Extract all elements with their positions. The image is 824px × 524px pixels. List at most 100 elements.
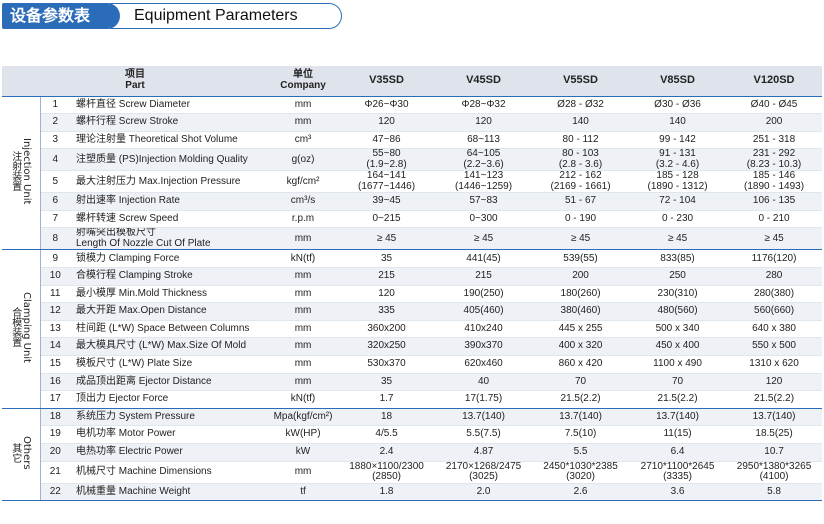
value-cell: 441(45) [435, 249, 533, 269]
value-line: (1890 - 1493) [744, 180, 805, 192]
value-cell: 11(15) [629, 425, 727, 444]
value-cell: 35 [338, 373, 436, 392]
row-unit: mm [268, 267, 339, 286]
value-line: 70 [574, 375, 587, 387]
value-cell: ≥ 45 [629, 227, 727, 251]
value-line: 55~80 [372, 148, 401, 160]
value-line: 13.7(140) [752, 410, 796, 422]
row-unit: mm [268, 227, 339, 251]
value-line: 0 - 190 [564, 212, 597, 224]
row-unit: mm [268, 461, 339, 484]
row-item: 电机功率 Motor Power [70, 425, 269, 444]
row-unit: cm³ [268, 131, 339, 150]
row-number: 13 [40, 320, 70, 339]
value-cell: 380(460) [532, 302, 630, 321]
value-cell: 6.4 [629, 443, 727, 462]
group-label: Others 其它 [10, 436, 32, 470]
row-number: 17 [40, 390, 70, 409]
row-number: 8 [40, 227, 70, 251]
value-line: 106 - 135 [752, 195, 796, 207]
value-line: (3.2 - 4.6) [655, 158, 700, 170]
value-cell: 70 [532, 373, 630, 392]
value-line: 7.5(10) [564, 428, 597, 440]
value-line: Φ26~Φ30 [364, 98, 409, 110]
value-cell: 1880×1100/2300 (2850) [338, 461, 436, 484]
value-line: 17(1.75) [464, 393, 503, 405]
value-line: 120 [475, 116, 492, 128]
value-cell: 530x370 [338, 355, 436, 374]
value-line: (2.8 - 3.6) [558, 158, 603, 170]
value-cell: 2170×1268/2475 (3025) [435, 461, 533, 484]
value-cell: Φ28~Φ32 [435, 96, 533, 115]
value-line: ≥ 45 [667, 232, 688, 244]
value-cell: 21.5(2.2) [532, 390, 630, 409]
value-line: 1310 x 620 [749, 358, 799, 370]
value-cell: 2950*1380*3265 (4100) [726, 461, 823, 484]
row-number: 19 [40, 425, 70, 444]
value-cell: 5.5(7.5) [435, 425, 533, 444]
header-item: 项目 Part [2, 66, 269, 97]
value-line: 2.0 [476, 485, 491, 497]
table-row: 21 机械尺寸 Machine Dimensions mm 1880×1100/230… [2, 461, 823, 484]
value-cell: 64~105 (2.2~3.6) [435, 148, 533, 172]
value-cell: ≥ 45 [435, 227, 533, 251]
value-cell: 80 - 112 [532, 131, 630, 150]
value-line: 70 [671, 375, 684, 387]
table-row: 8 射嘴突出模板尺寸 Length Of Nozzle Cut Of Plate mm… [2, 227, 823, 251]
value-cell: 120 [338, 113, 436, 132]
value-line: 231 - 292 [752, 148, 796, 160]
value-cell: 0~300 [435, 210, 533, 229]
value-line: 251 - 318 [752, 133, 796, 145]
header-model: V120SD [726, 66, 823, 97]
value-line: 400 x 320 [558, 340, 603, 352]
value-line: 833(85) [660, 252, 695, 264]
table-row: 22 机械重量 Machine Weight tf 1.8 2.0 2.6 3.6 5.8 [2, 483, 823, 502]
value-line: ≥ 45 [764, 232, 784, 244]
value-cell: 91 - 131 (3.2 - 4.6) [629, 148, 727, 172]
value-line: (1446~1259) [455, 180, 513, 192]
value-line: 99 - 142 [659, 133, 696, 145]
row-unit: mm [268, 302, 339, 321]
row-number: 6 [40, 192, 70, 211]
value-line: 180(260) [560, 287, 601, 299]
value-line: 4.87 [473, 446, 494, 458]
row-item: 射嘴突出模板尺寸 Length Of Nozzle Cut Of Plate [70, 227, 269, 251]
value-cell: 80 - 103 (2.8 - 3.6) [532, 148, 630, 172]
row-item: 螺杆行程 Screw Stroke [70, 113, 269, 132]
value-cell: 120 [726, 373, 823, 392]
value-line: Φ28~Φ32 [461, 98, 506, 110]
row-number: 21 [40, 461, 70, 484]
value-line: 280(380) [754, 287, 795, 299]
value-cell: 180(260) [532, 285, 630, 304]
group-label-cell: Others 其它 [2, 408, 41, 502]
group-label-en: Injection Unit [20, 138, 32, 205]
value-line: 405(460) [463, 305, 504, 317]
value-cell: 400 x 320 [532, 337, 630, 357]
value-line: 72 - 104 [659, 195, 696, 207]
value-cell: 320x250 [338, 337, 436, 357]
value-line: 47~86 [372, 133, 401, 145]
value-line: 18 [380, 410, 393, 422]
row-item: 合模行程 Clamping Stroke [70, 267, 269, 286]
row-item: 柱间距 (L*W) Space Between Columns [70, 320, 269, 339]
row-number: 3 [40, 131, 70, 150]
value-cell: 500 x 340 [629, 320, 727, 339]
row-item: 模板尺寸 (L*W) Plate Size [70, 355, 269, 374]
value-line: 860 x 420 [558, 358, 603, 370]
row-item: 最小模厚 Min.Mold Thickness [70, 285, 269, 304]
value-cell: 99 - 142 [629, 131, 727, 150]
value-line: (3335) [663, 471, 692, 483]
header-item-cn: 项目 [125, 69, 146, 81]
value-line: 91 - 131 [659, 148, 696, 160]
value-cell: 51 - 67 [532, 192, 630, 211]
value-line: 380(460) [560, 305, 601, 317]
value-cell: 200 [726, 113, 823, 132]
value-line: (8.23 - 10.3) [746, 158, 802, 170]
value-line: 215 [378, 270, 395, 282]
table-row: 19 电机功率 Motor Power kW(HP) 4/5.5 5.5(7.5) 7.5… [2, 425, 823, 444]
row-unit: mm [268, 113, 339, 132]
value-cell: 18 [338, 408, 436, 427]
value-cell: 1310 x 620 [726, 355, 823, 374]
value-line: 0~215 [372, 212, 401, 224]
table-row: 4 注塑质量 (PS)Injection Molding Quality g(oz)… [2, 148, 823, 172]
